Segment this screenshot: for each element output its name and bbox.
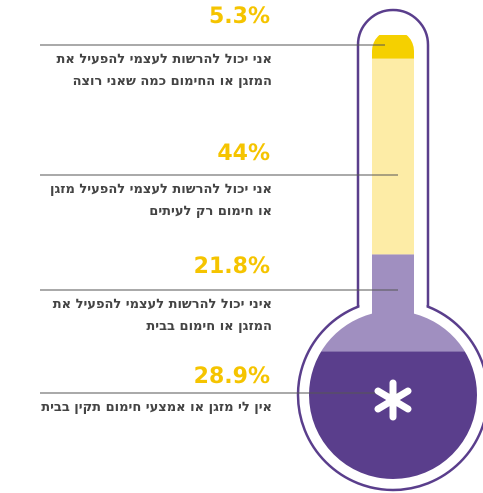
segment <box>309 58 477 255</box>
category-label: אני יכול להרשות לעצמי להפעיל את המזגן או… <box>56 52 272 89</box>
value-label: 44% <box>217 141 270 166</box>
snowflake-icon <box>374 379 412 421</box>
value-label: 21.8% <box>193 254 270 279</box>
category-label: אין לי מזגן או אמצעי חימום תקין בבית <box>41 400 272 415</box>
value-label: 5.3% <box>208 4 270 29</box>
category-label: איני יכול להרשות לעצמי להפעיל את המזגן א… <box>52 297 272 334</box>
category-label: אני יכול להרשות לעצמי להפעיל מזגן או חימ… <box>50 182 272 219</box>
value-label: 28.9% <box>193 364 270 389</box>
segment <box>309 35 477 59</box>
